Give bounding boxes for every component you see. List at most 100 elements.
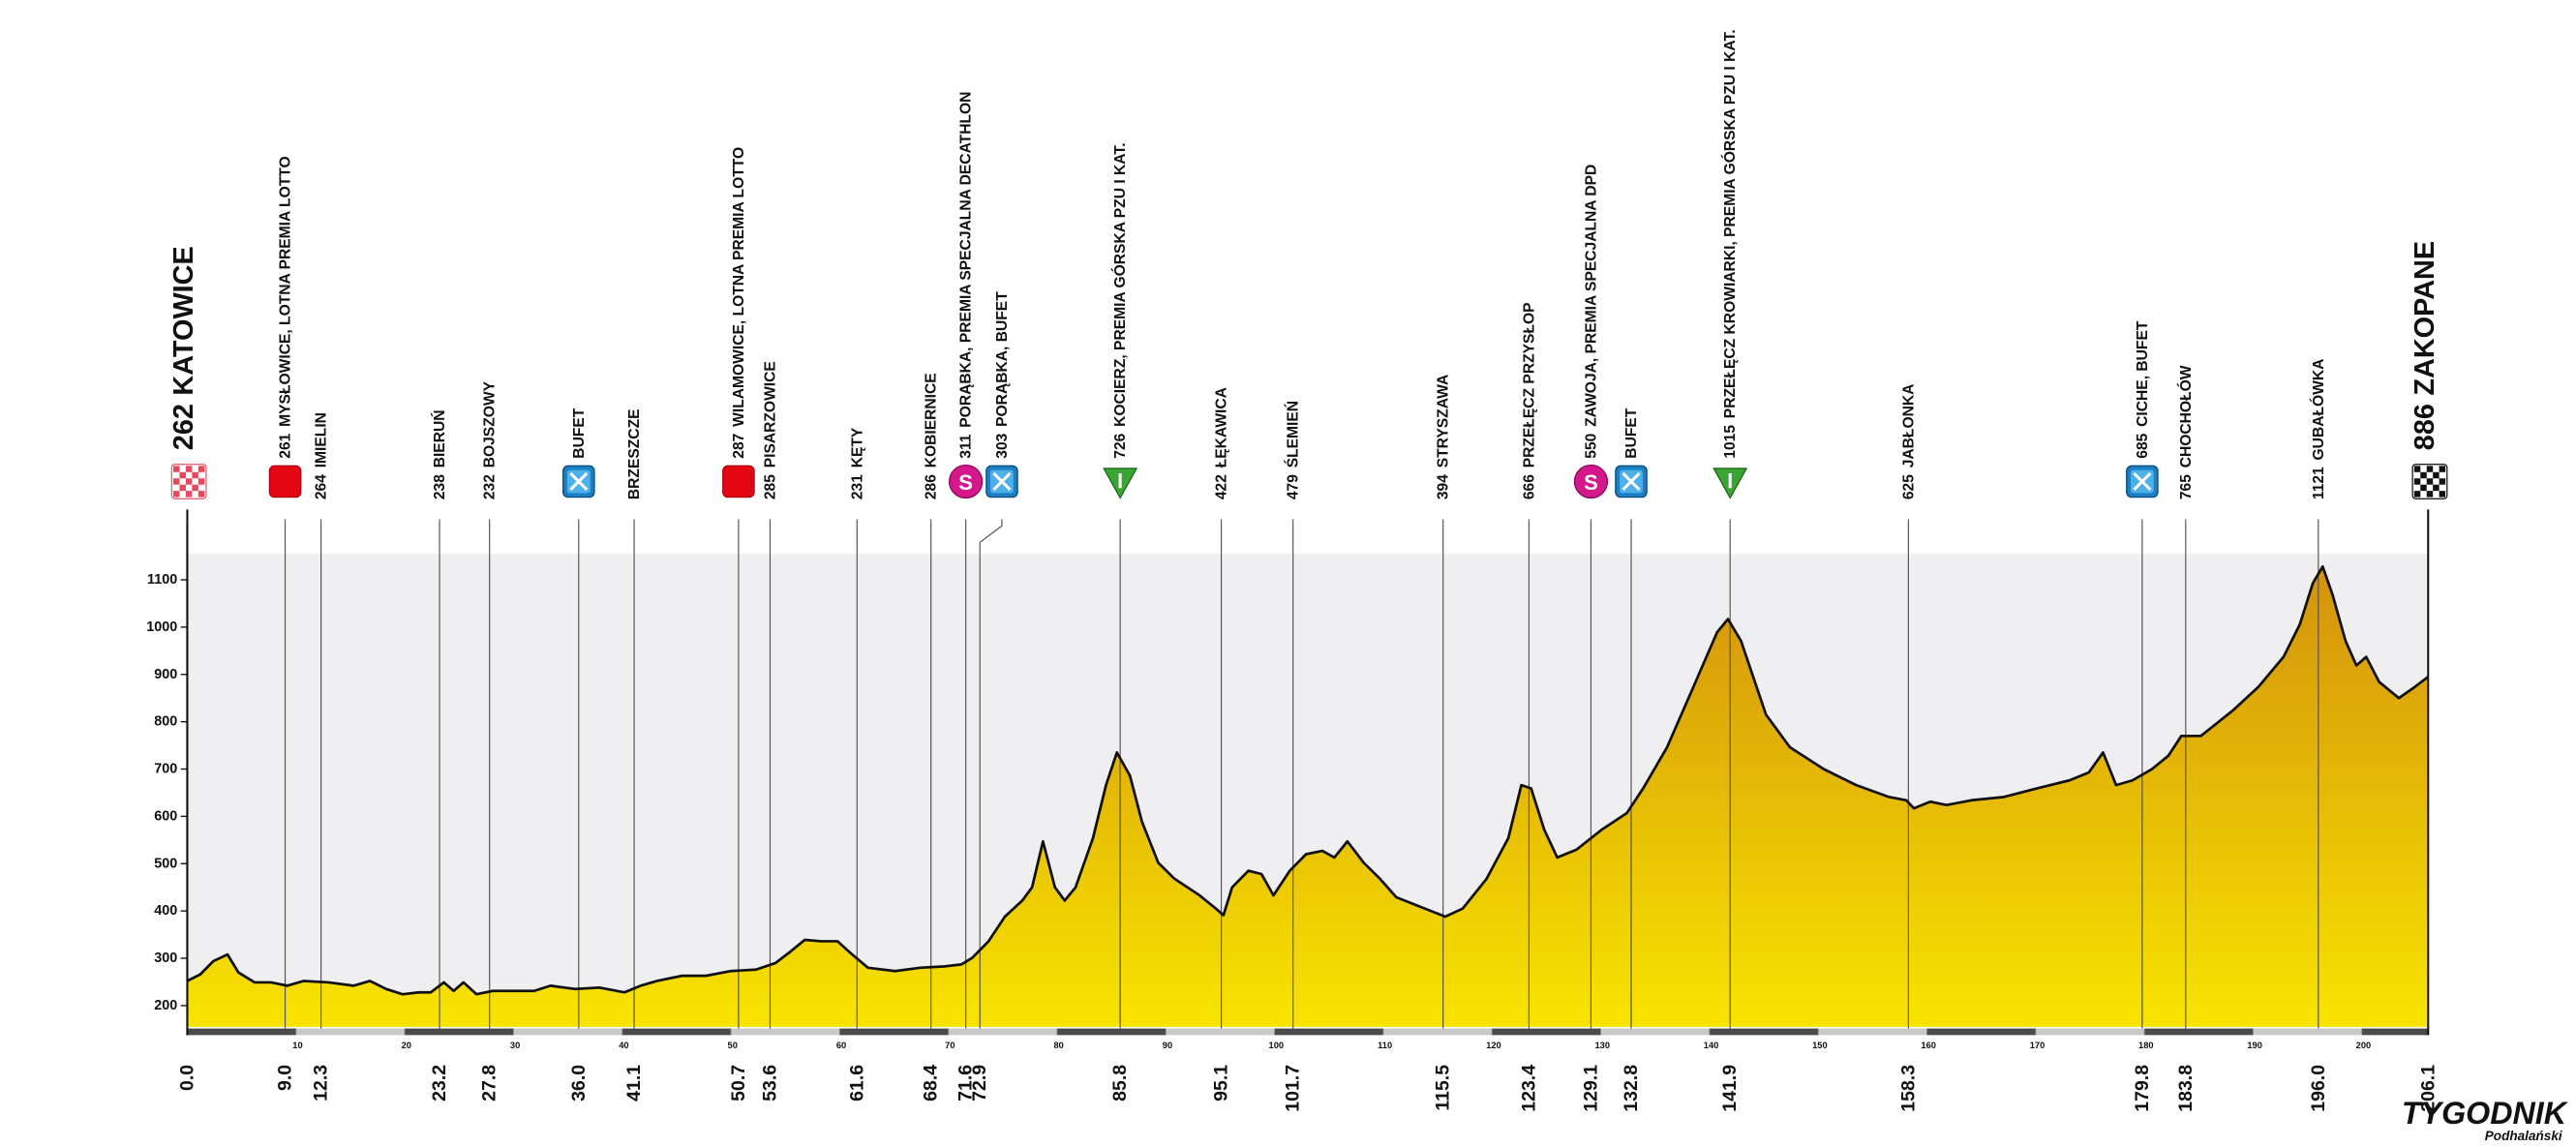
waypoint-name: CICHE, BUFET <box>2134 320 2150 427</box>
waypoint-km: 141.9 <box>1719 1065 1741 1112</box>
waypoint-name: ŚLEMIEŃ <box>1283 401 1301 468</box>
waypoint-label: 303 PORĄBKA, BUFET <box>993 291 1010 459</box>
waypoint-elevation: 286 <box>923 474 939 499</box>
waypoint-name: BRZESZCZE <box>626 408 643 499</box>
x-axis-segment <box>295 1028 406 1036</box>
x-tick-label: 90 <box>1163 1041 1172 1050</box>
waypoint-label: 394 STRYSZAWA <box>1435 375 1451 499</box>
waypoint-elevation: 261 <box>277 433 293 458</box>
x-axis-segment <box>2035 1028 2145 1036</box>
y-tick-label: 1000 <box>146 619 177 635</box>
waypoint-label: BUFET <box>570 407 587 458</box>
waypoint-km: 158.3 <box>1897 1065 1919 1112</box>
waypoint-km: 132.8 <box>1621 1065 1642 1112</box>
waypoint-elevation: 285 <box>762 474 778 499</box>
waypoint-elevation: 262 <box>168 404 199 450</box>
icon-cell <box>173 478 180 485</box>
x-axis-segment <box>1926 1028 2036 1036</box>
waypoint-km: 53.6 <box>759 1065 780 1102</box>
icon-cross <box>2133 471 2152 492</box>
logo: TYGODNIK Podhalański <box>2402 1096 2569 1143</box>
x-tick-label: 20 <box>402 1041 411 1050</box>
waypoint-name: ZAKOPANE <box>2409 241 2440 396</box>
waypoint-label: 1121 GUBAŁÓWKA <box>2308 359 2326 500</box>
x-axis-segment <box>1709 1028 1819 1036</box>
waypoint-label: 666 PRZEŁĘCZ PRZYSŁOP <box>1521 302 1537 499</box>
waypoint-km: 9.0 <box>275 1065 296 1091</box>
waypoint-km: 183.8 <box>2175 1065 2197 1112</box>
x-axis-segment <box>2253 1028 2362 1036</box>
icon-cell <box>2413 478 2421 485</box>
waypoint-km: 71.6 <box>955 1065 977 1102</box>
waypoint-elevation: 685 <box>2134 433 2150 458</box>
waypoint-elevation: 394 <box>1435 474 1451 499</box>
icon-cell <box>2433 471 2440 479</box>
waypoint-elevation: 625 <box>1900 474 1917 499</box>
x-tick-label: 10 <box>292 1041 302 1050</box>
waypoint-km: 179.8 <box>2132 1065 2153 1112</box>
x-axis-segment <box>1166 1028 1275 1036</box>
x-axis-segment <box>1600 1028 1710 1036</box>
x-axis-segment <box>731 1028 840 1036</box>
waypoint-name: BUFET <box>1622 407 1639 458</box>
icon-feed <box>2126 465 2159 498</box>
waypoint-name: KOBIERNICE <box>923 373 939 468</box>
waypoint-name: GUBAŁÓWKA <box>2308 359 2326 461</box>
y-tick-label: 400 <box>154 903 177 919</box>
waypoint-elevation: 231 <box>849 474 865 499</box>
icon-cross <box>569 471 589 492</box>
x-tick-label: 60 <box>836 1041 846 1050</box>
waypoint-elevation: 422 <box>1213 474 1229 499</box>
y-tick-label: 200 <box>154 998 177 1013</box>
x-axis-segment <box>2144 1028 2254 1036</box>
x-axis-segment <box>2361 1028 2429 1036</box>
waypoint-name: IMIELIN <box>313 412 329 468</box>
icon-start <box>170 463 207 499</box>
icon-cell <box>185 466 193 472</box>
icon-cell <box>197 478 205 485</box>
icon-cell <box>197 466 205 472</box>
y-tick-label: 800 <box>154 714 177 730</box>
waypoint-elevation: 311 <box>957 434 974 459</box>
waypoint-elevation: 765 <box>2177 474 2194 499</box>
y-tick-label: 1100 <box>147 572 177 588</box>
waypoint-label: 765 CHOCHOŁÓW <box>2175 365 2194 499</box>
x-tick-label: 160 <box>1921 1041 1936 1050</box>
icon-cell <box>2413 491 2421 498</box>
icon-special: S <box>948 464 984 499</box>
waypoint-label: 232 BOJSZOWY <box>481 380 498 499</box>
waypoint-label: 231 KĘTY <box>849 427 865 499</box>
waypoint-km: 95.1 <box>1211 1065 1232 1102</box>
x-tick-label: 190 <box>2247 1041 2262 1050</box>
x-tick-label: 70 <box>945 1041 955 1050</box>
waypoint-km: 123.4 <box>1518 1065 1539 1112</box>
y-tick-label: 700 <box>154 762 177 777</box>
waypoint-km: 129.1 <box>1580 1065 1601 1112</box>
icon-cell <box>2426 478 2434 485</box>
waypoint-label: 886 ZAKOPANE <box>2409 241 2440 450</box>
y-tick-label: 600 <box>154 808 177 824</box>
x-tick-label: 80 <box>1053 1041 1063 1050</box>
waypoint-elevation: 479 <box>1285 474 1301 499</box>
x-axis-segment <box>1818 1028 1927 1036</box>
x-axis-segment <box>839 1028 949 1036</box>
waypoint-elevation: 550 <box>1583 433 1599 458</box>
waypoint-elevation: 238 <box>432 474 448 499</box>
waypoint-km: 0.0 <box>176 1065 197 1091</box>
icon-cell <box>2433 484 2440 492</box>
icon-circle <box>948 464 984 499</box>
x-tick-label: 100 <box>1269 1041 1285 1050</box>
icon-cell <box>179 484 186 492</box>
waypoint-name: BIERUŃ <box>430 409 448 468</box>
waypoint-km: 36.0 <box>568 1065 590 1102</box>
waypoint-label: 1015 PRZEŁĘCZ KROWIARKI, PREMIA GÓRSKA PZ… <box>1720 29 1739 458</box>
waypoint-km: 115.5 <box>1433 1065 1454 1111</box>
waypoint-name: PORĄBKA, PREMIA SPECJALNA DECATHLON <box>957 92 974 428</box>
waypoint-km: 196.0 <box>2308 1065 2329 1112</box>
icon-circle <box>1573 464 1609 499</box>
waypoint-name: KĘTY <box>849 427 865 468</box>
icon-cell <box>173 466 180 472</box>
waypoint-label: 286 KOBIERNICE <box>923 373 939 499</box>
